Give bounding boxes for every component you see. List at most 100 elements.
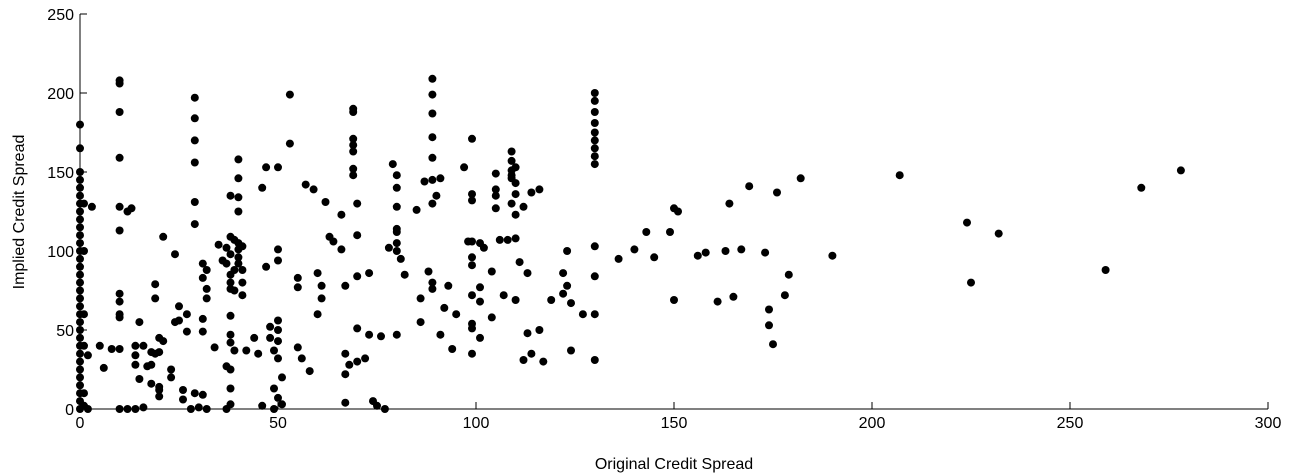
- data-point: [76, 326, 84, 334]
- data-point: [155, 382, 164, 391]
- data-point: [590, 310, 599, 319]
- data-point: [1137, 183, 1146, 192]
- data-point: [76, 294, 84, 303]
- data-point: [234, 155, 243, 164]
- data-point: [1101, 266, 1110, 274]
- data-point: [234, 253, 243, 262]
- data-point: [194, 403, 203, 412]
- data-point: [567, 299, 575, 308]
- data-point: [202, 266, 211, 274]
- data-point: [80, 199, 88, 208]
- data-point: [416, 318, 425, 327]
- y-tick-label: 100: [47, 244, 74, 261]
- data-point: [725, 199, 734, 208]
- data-point: [76, 120, 84, 129]
- data-point: [737, 245, 746, 254]
- data-point: [262, 262, 271, 271]
- data-point: [353, 199, 362, 208]
- data-point: [278, 400, 286, 409]
- data-point: [511, 179, 520, 188]
- data-point: [266, 333, 275, 342]
- data-point: [487, 313, 496, 322]
- data-point: [175, 316, 183, 325]
- data-point: [559, 289, 568, 298]
- data-point: [83, 351, 92, 360]
- data-point: [274, 256, 282, 265]
- data-point: [590, 89, 599, 97]
- data-point: [179, 386, 187, 394]
- data-point: [234, 207, 243, 216]
- data-point: [87, 202, 96, 211]
- data-point: [127, 204, 136, 213]
- data-point: [511, 210, 520, 219]
- data-point: [190, 220, 199, 229]
- data-point: [230, 346, 239, 355]
- data-point: [293, 273, 302, 282]
- data-point: [274, 337, 282, 346]
- data-point: [151, 280, 160, 289]
- data-point: [270, 346, 278, 355]
- data-point: [293, 343, 302, 352]
- data-point: [238, 278, 247, 287]
- y-tick-label: 150: [47, 165, 74, 182]
- data-point: [226, 365, 235, 374]
- data-point: [131, 360, 140, 369]
- data-point: [428, 90, 437, 99]
- data-point: [190, 198, 199, 206]
- data-point: [76, 349, 84, 358]
- data-point: [392, 228, 401, 236]
- data-point: [167, 373, 176, 382]
- data-point: [115, 202, 124, 211]
- data-point: [76, 223, 84, 232]
- data-point: [392, 183, 401, 192]
- data-point: [590, 356, 599, 364]
- data-point: [761, 248, 770, 257]
- data-point: [349, 141, 358, 150]
- x-tick-label: 200: [859, 415, 886, 432]
- data-point: [578, 310, 587, 319]
- data-point: [115, 108, 124, 116]
- data-point: [198, 314, 207, 323]
- data-point: [487, 267, 496, 276]
- data-point: [428, 199, 437, 208]
- data-point: [238, 266, 247, 274]
- data-point: [353, 231, 362, 240]
- data-point: [491, 169, 500, 178]
- data-point: [80, 389, 88, 398]
- y-tick-label: 250: [47, 7, 74, 24]
- data-point: [507, 156, 516, 165]
- data-point: [76, 239, 84, 248]
- data-point: [76, 286, 84, 295]
- data-point: [614, 254, 623, 263]
- data-point: [428, 278, 437, 287]
- data-point: [131, 341, 140, 350]
- data-point: [171, 250, 179, 259]
- data-point: [380, 405, 389, 413]
- data-point: [115, 313, 124, 322]
- data-point: [729, 292, 738, 301]
- data-point: [392, 202, 401, 211]
- data-point: [198, 390, 207, 399]
- data-point: [309, 185, 318, 194]
- data-point: [491, 185, 500, 194]
- data-point: [222, 243, 231, 252]
- data-point: [76, 262, 84, 271]
- data-point: [210, 343, 219, 352]
- x-tick-label: 100: [463, 415, 490, 432]
- data-point: [190, 93, 199, 102]
- data-point: [155, 348, 164, 357]
- data-point: [262, 163, 271, 172]
- data-point: [238, 291, 247, 300]
- data-point: [590, 96, 599, 105]
- data-point: [297, 354, 306, 363]
- data-point: [349, 108, 358, 116]
- data-point: [76, 207, 84, 216]
- data-point: [76, 168, 84, 176]
- data-point: [349, 171, 358, 180]
- data-point: [377, 332, 385, 341]
- data-point: [895, 171, 904, 180]
- data-point: [994, 229, 1003, 238]
- data-point: [642, 228, 651, 236]
- data-point: [495, 235, 504, 244]
